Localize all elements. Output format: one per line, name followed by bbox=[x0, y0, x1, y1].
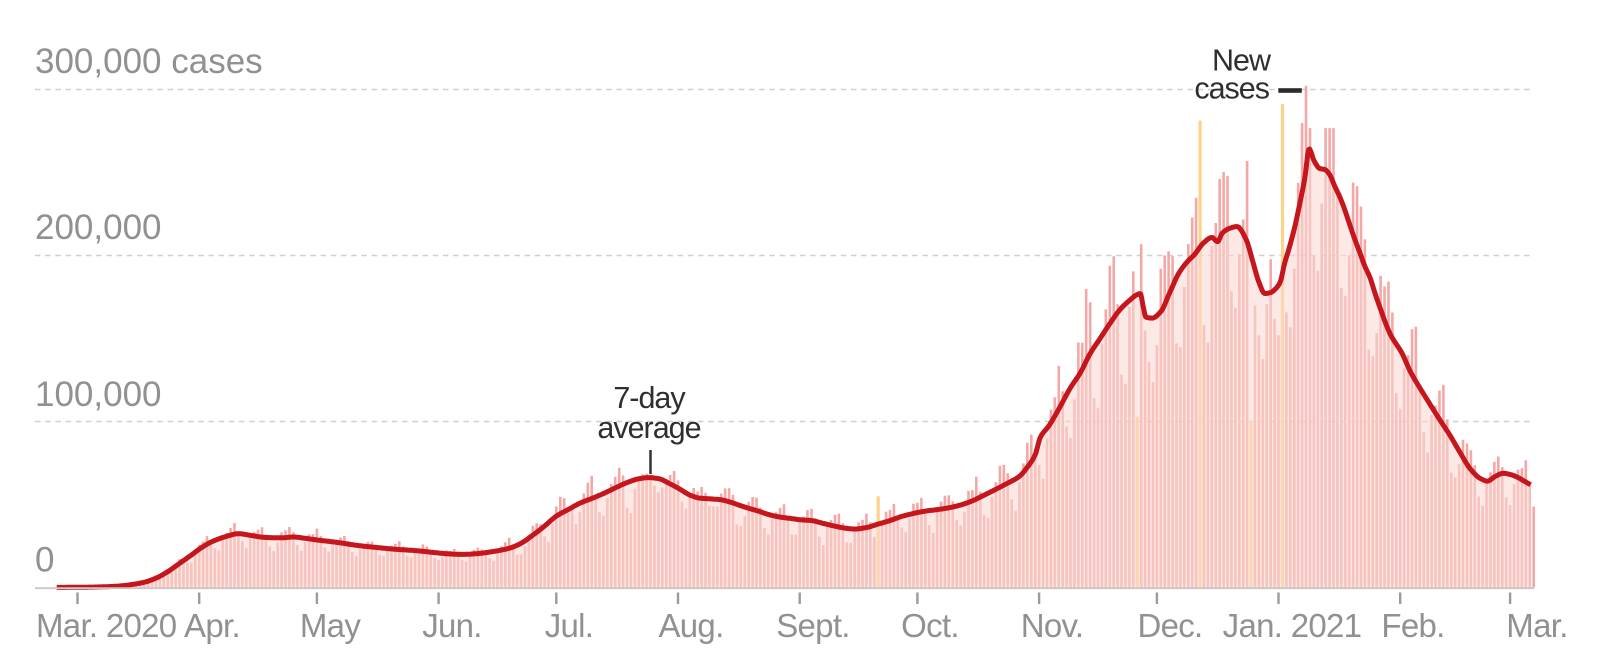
svg-text:Jun.: Jun. bbox=[422, 607, 482, 644]
svg-text:New: New bbox=[1212, 44, 1272, 78]
svg-text:May: May bbox=[300, 607, 361, 644]
svg-text:average: average bbox=[597, 411, 700, 445]
svg-text:Oct.: Oct. bbox=[901, 607, 959, 644]
svg-text:200,000: 200,000 bbox=[35, 208, 162, 247]
svg-text:Aug.: Aug. bbox=[658, 607, 723, 644]
svg-text:Nov.: Nov. bbox=[1021, 607, 1084, 644]
svg-text:Apr.: Apr. bbox=[184, 607, 240, 644]
svg-text:7-day: 7-day bbox=[613, 381, 686, 415]
svg-text:Feb.: Feb. bbox=[1381, 607, 1444, 644]
svg-text:Mar.: Mar. bbox=[1506, 607, 1567, 644]
svg-text:Jul.: Jul. bbox=[545, 607, 594, 644]
svg-text:300,000 cases: 300,000 cases bbox=[35, 42, 263, 81]
svg-text:cases: cases bbox=[1194, 72, 1269, 106]
svg-text:0: 0 bbox=[35, 541, 54, 580]
svg-text:100,000: 100,000 bbox=[35, 375, 162, 414]
svg-text:Sept.: Sept. bbox=[776, 607, 850, 644]
svg-text:Dec.: Dec. bbox=[1137, 607, 1202, 644]
svg-text:Mar. 2020: Mar. 2020 bbox=[36, 607, 177, 644]
svg-text:Jan. 2021: Jan. 2021 bbox=[1223, 607, 1362, 644]
